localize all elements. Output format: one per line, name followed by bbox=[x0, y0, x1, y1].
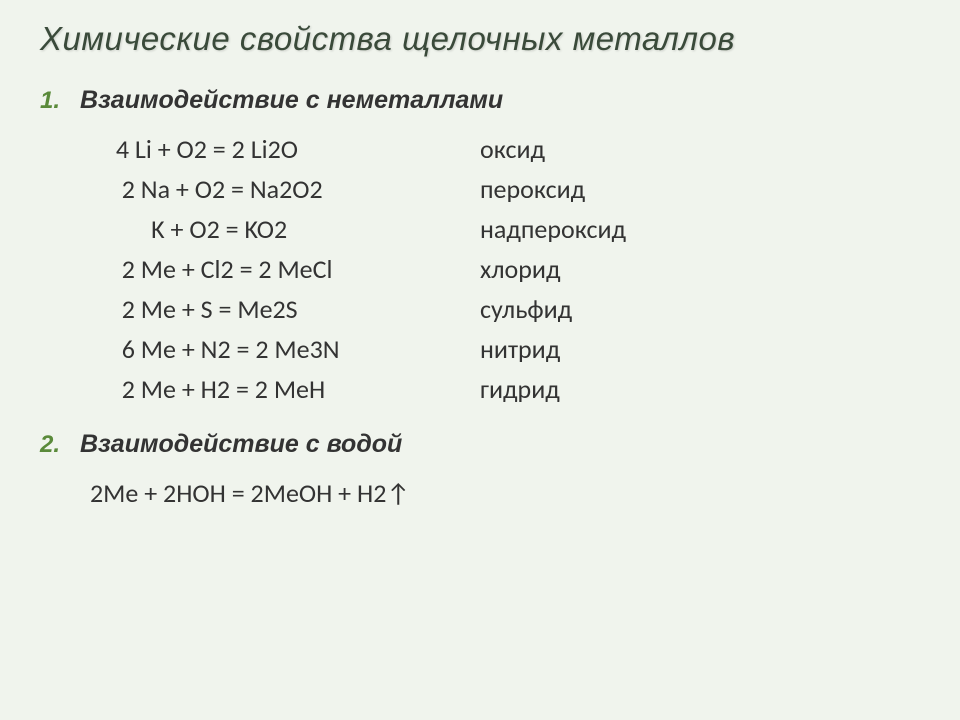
product-name: пероксид bbox=[480, 173, 920, 205]
equation-text: K + O2 = KO2 bbox=[110, 213, 480, 245]
equation-text: 2 Me + Cl2 = 2 MeCl bbox=[110, 253, 480, 285]
equation-row: K + O2 = KO2 надпероксид bbox=[110, 213, 920, 245]
product-name: гидрид bbox=[480, 373, 920, 405]
section-2-header: 2. Взаимодействие с водой bbox=[40, 430, 920, 459]
section-1-title: Взаимодействие с неметаллами bbox=[80, 86, 503, 115]
product-name: надпероксид bbox=[480, 213, 920, 245]
equation-row: 6 Me + N2 = 2 Me3N нитрид bbox=[110, 333, 920, 365]
section-1: 1. Взаимодействие с неметаллами 4 Li + O… bbox=[40, 86, 920, 405]
product-name: хлорид bbox=[480, 253, 920, 285]
equation-text: 2 Me + S = Me2S bbox=[110, 293, 480, 325]
product-name: сульфид bbox=[480, 293, 920, 325]
equation-row: 2 Me + H2 = 2 MeH гидрид bbox=[110, 373, 920, 405]
equation-text: 4 Li + O2 = 2 Li2O bbox=[110, 133, 480, 165]
equation-text: 2 Me + H2 = 2 MeH bbox=[110, 373, 480, 405]
equations-list: 4 Li + O2 = 2 Li2O оксид 2 Na + O2 = Na2… bbox=[40, 133, 920, 405]
equation-row: 4 Li + O2 = 2 Li2O оксид bbox=[110, 133, 920, 165]
section-1-header: 1. Взаимодействие с неметаллами bbox=[40, 86, 920, 115]
product-name: оксид bbox=[480, 133, 920, 165]
product-name: нитрид bbox=[480, 333, 920, 365]
equation-text: 2 Na + O2 = Na2O2 bbox=[110, 173, 480, 205]
section-1-number: 1. bbox=[40, 87, 68, 115]
section-2-number: 2. bbox=[40, 431, 68, 459]
page-title: Химические свойства щелочных металлов bbox=[40, 20, 920, 58]
equation-row: 2 Me + Cl2 = 2 MeCl хлорид bbox=[110, 253, 920, 285]
equation-row: 2 Me + S = Me2S сульфид bbox=[110, 293, 920, 325]
section-2: 2. Взаимодействие с водой 2Me + 2HOH = 2… bbox=[40, 430, 920, 509]
section-2-title: Взаимодействие с водой bbox=[80, 430, 402, 459]
equation-text: 6 Me + N2 = 2 Me3N bbox=[110, 333, 480, 365]
equation-row: 2 Na + O2 = Na2O2 пероксид bbox=[110, 173, 920, 205]
water-equation: 2Me + 2HOH = 2MeOH + H2↑ bbox=[40, 477, 920, 509]
